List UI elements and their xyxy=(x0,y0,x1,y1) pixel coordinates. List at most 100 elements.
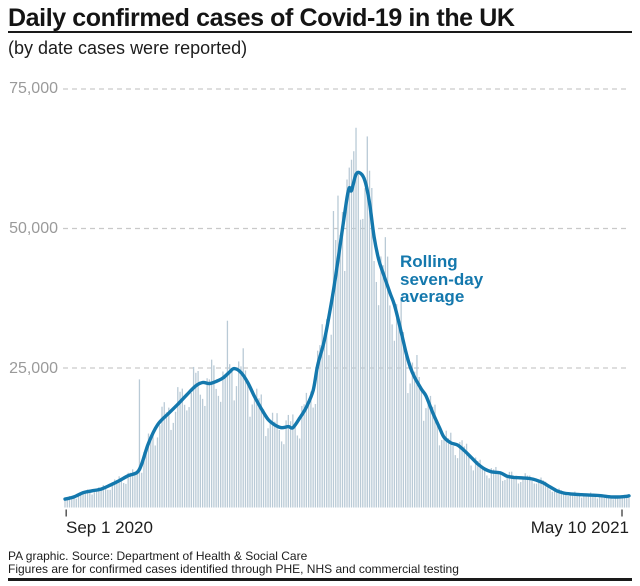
daily-case-bar xyxy=(262,409,265,508)
daily-case-bar xyxy=(450,432,452,508)
page-title: Daily confirmed cases of Covid-19 in the… xyxy=(8,4,515,32)
daily-case-bar xyxy=(540,477,542,508)
y-axis-label-50000: 50,000 xyxy=(9,220,58,237)
daily-case-bar xyxy=(483,467,486,508)
daily-case-bar xyxy=(377,305,380,508)
daily-case-bar xyxy=(558,488,560,508)
daily-case-bar xyxy=(526,475,529,508)
daily-case-bar xyxy=(154,445,156,508)
daily-case-bar xyxy=(287,414,289,508)
daily-case-bar xyxy=(244,370,247,508)
daily-case-bar xyxy=(366,136,368,508)
daily-case-bar xyxy=(229,364,231,508)
daily-case-bar xyxy=(585,493,587,508)
daily-case-bar xyxy=(145,445,147,508)
daily-case-bar xyxy=(195,372,197,508)
daily-case-bar xyxy=(174,411,177,508)
daily-case-bar xyxy=(310,391,312,508)
daily-case-bar xyxy=(280,441,283,508)
daily-case-bar xyxy=(93,492,95,508)
daily-case-bar xyxy=(210,359,213,508)
daily-case-bar xyxy=(296,435,299,508)
footer-note-line: Figures are for confirmed cases identifi… xyxy=(8,562,459,576)
title-divider xyxy=(8,31,632,33)
daily-case-bar xyxy=(107,489,109,508)
daily-case-bar xyxy=(610,496,612,508)
daily-case-bar xyxy=(463,446,465,508)
daily-case-bar xyxy=(599,496,601,508)
daily-case-bar xyxy=(283,444,285,508)
daily-case-bar xyxy=(138,379,141,508)
daily-case-bar xyxy=(231,370,233,508)
daily-case-bar xyxy=(66,498,68,508)
daily-case-bar xyxy=(409,383,411,508)
daily-case-bar xyxy=(312,407,314,508)
daily-case-bar xyxy=(560,490,562,508)
daily-case-bar xyxy=(436,420,438,508)
daily-case-bar xyxy=(362,218,364,508)
daily-case-bar xyxy=(562,493,565,508)
daily-case-bar xyxy=(111,482,114,508)
daily-case-bar xyxy=(285,420,287,508)
daily-case-bar xyxy=(319,345,321,508)
daily-case-bar xyxy=(247,381,249,508)
daily-case-bar xyxy=(398,320,400,508)
daily-case-bar xyxy=(603,494,605,508)
daily-case-bar xyxy=(172,422,174,508)
daily-case-bar xyxy=(339,234,341,508)
y-axis-label-75000: 75,000 xyxy=(9,80,58,97)
daily-case-bar xyxy=(165,412,168,508)
daily-case-bar xyxy=(159,425,161,508)
daily-case-bar xyxy=(569,493,571,508)
daily-case-bar xyxy=(348,167,350,508)
daily-case-bar xyxy=(323,339,326,508)
daily-case-bar xyxy=(125,483,127,508)
daily-case-bar xyxy=(335,240,337,508)
daily-case-bar xyxy=(132,469,134,508)
daily-case-bar xyxy=(89,490,91,508)
daily-case-bar xyxy=(407,393,409,508)
daily-case-bar xyxy=(364,188,366,508)
daily-case-bar xyxy=(511,471,513,508)
daily-case-bar xyxy=(240,366,242,508)
daily-case-bar xyxy=(481,466,484,508)
daily-case-bar xyxy=(190,392,192,508)
daily-case-bar xyxy=(271,412,274,508)
daily-case-bar xyxy=(359,219,362,508)
daily-case-bar xyxy=(533,483,535,508)
daily-case-bar xyxy=(238,361,240,508)
daily-case-bar xyxy=(75,498,77,508)
daily-case-bar xyxy=(556,490,558,508)
x-axis-label-start: Sep 1 2020 xyxy=(66,518,153,537)
daily-case-bar xyxy=(64,498,66,508)
daily-case-bar xyxy=(321,324,323,508)
daily-case-bar xyxy=(82,491,84,508)
daily-case-bar xyxy=(395,304,398,508)
daily-case-bar xyxy=(251,404,253,508)
daily-case-bar xyxy=(95,489,98,508)
daily-case-bar xyxy=(549,489,551,508)
daily-case-bar xyxy=(547,487,549,508)
daily-case-bar xyxy=(504,480,506,508)
daily-case-bar xyxy=(199,394,202,508)
daily-case-bar xyxy=(217,395,220,508)
daily-case-bar xyxy=(400,296,402,508)
daily-case-bar xyxy=(330,334,332,508)
daily-case-bar xyxy=(152,430,154,508)
daily-case-bar xyxy=(80,493,82,508)
daily-case-bar xyxy=(197,371,199,508)
daily-case-bar xyxy=(170,429,172,508)
daily-case-bar xyxy=(134,472,136,508)
daily-case-bar xyxy=(71,496,73,508)
annotation-rolling-average: Rolling seven-day average xyxy=(400,252,484,306)
daily-case-bar xyxy=(260,394,262,508)
daily-case-bar xyxy=(391,324,393,508)
daily-case-bar xyxy=(402,331,405,508)
daily-case-bar xyxy=(179,391,181,508)
daily-case-bar xyxy=(405,351,407,508)
daily-case-bar xyxy=(156,437,159,508)
daily-case-bar xyxy=(341,211,344,508)
daily-case-bar xyxy=(423,420,425,508)
daily-case-bar xyxy=(386,256,389,508)
